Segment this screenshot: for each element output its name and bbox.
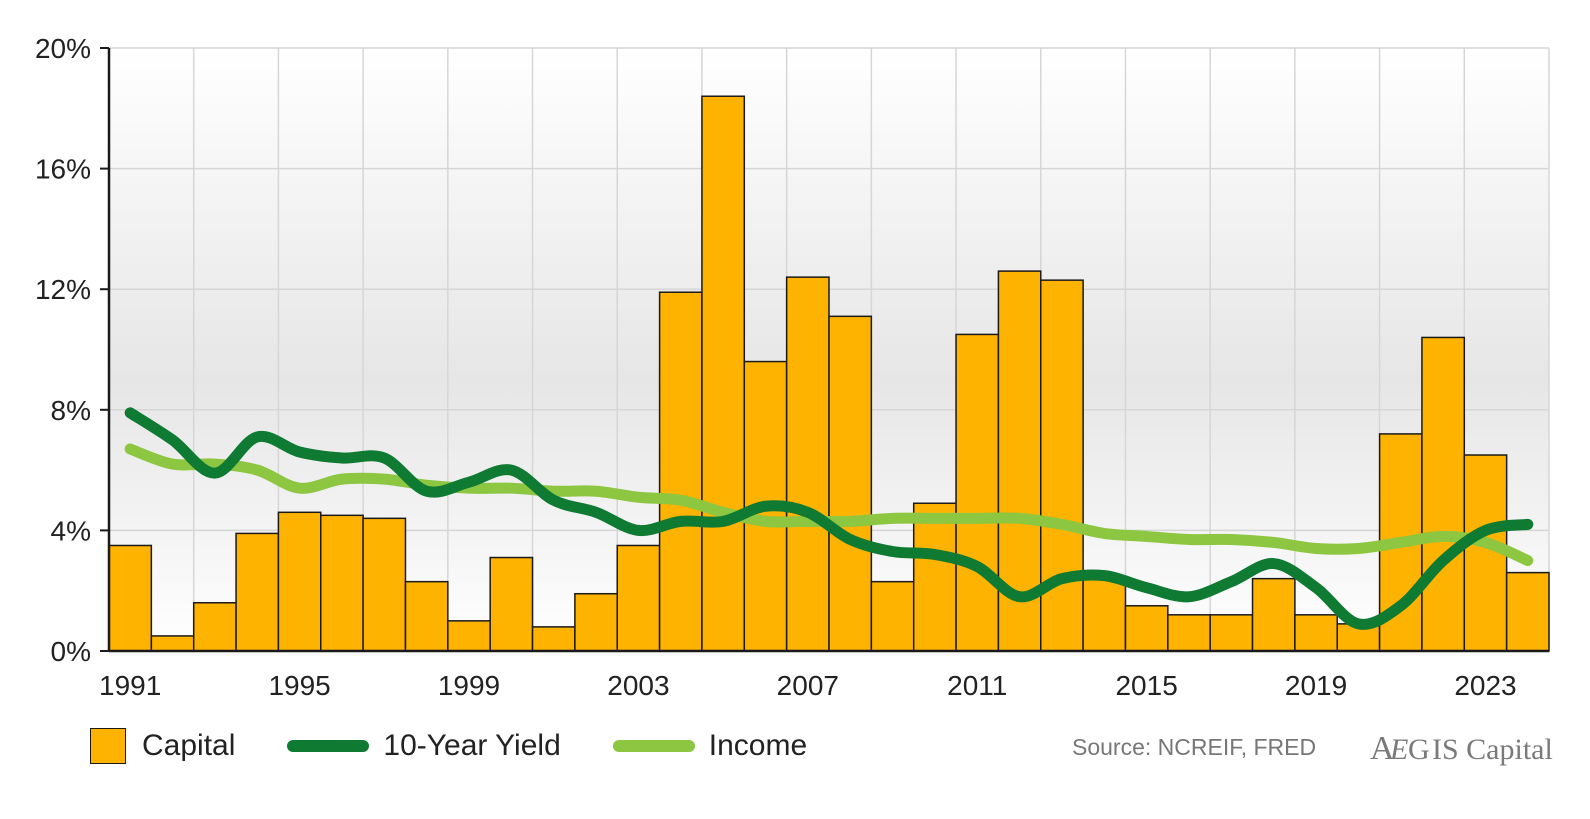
line-series: [124, 407, 1534, 630]
capital-bar-1994: [235, 532, 280, 652]
y-tick-label: 8%: [51, 395, 91, 426]
legend: Capital 10-Year Yield Income: [90, 718, 859, 774]
x-tick-label: 1995: [268, 670, 330, 701]
capital-bar-1997: [362, 517, 407, 652]
capital-bar-2013: [1040, 279, 1084, 652]
x-tick-label: 2003: [607, 670, 669, 701]
income-swatch: [612, 740, 695, 752]
capital-bar-2007: [785, 276, 830, 652]
capital-bar-2017: [1209, 614, 1254, 652]
capital-bar-2003: [616, 544, 661, 652]
capital-bar-2019: [1294, 614, 1338, 652]
capital-bar-2002: [574, 592, 618, 652]
x-tick-label: 1999: [438, 670, 500, 701]
legend-label-10-year-yield: 10-Year Yield: [383, 729, 561, 762]
capital-bar-2001: [531, 626, 576, 652]
capital-bar-2018: [1251, 577, 1296, 652]
10-year-yield-swatch: [287, 740, 370, 752]
y-tick-label: 12%: [35, 274, 91, 305]
legend-item-income: Income: [612, 729, 808, 763]
x-tick-label: 2019: [1285, 670, 1347, 701]
capital-bar-2024: [1505, 571, 1550, 652]
svg-text:A: A: [1370, 730, 1395, 767]
aegis-capital-logo: A E G IS Capital: [1370, 730, 1553, 767]
capital-bar-1999: [447, 620, 491, 652]
svg-text:E: E: [1389, 733, 1408, 766]
y-tick-labels: 0% 4% 8% 12% 16% 20%: [35, 33, 91, 667]
capital-bar-2008: [828, 315, 873, 652]
svg-text:IS Capital: IS Capital: [1432, 733, 1553, 766]
legend-item-capital: Capital: [90, 728, 235, 764]
y-tick-label: 20%: [35, 33, 91, 64]
capital-bar-1992: [150, 635, 195, 652]
x-tick-label: 2011: [947, 670, 1007, 701]
capital-bar-2015: [1124, 605, 1169, 652]
capital-bar-2016: [1167, 614, 1211, 652]
capital-bar-1995: [277, 511, 322, 652]
capital-bar-2010: [912, 502, 957, 652]
x-tick-label: 2023: [1454, 670, 1516, 701]
capital-bar-2004: [658, 291, 703, 652]
capital-bar-1993: [192, 602, 237, 652]
legend-item-10-year-yield: 10-Year Yield: [287, 729, 561, 763]
capital-bar-2022: [1421, 336, 1466, 652]
x-tick-label: 2007: [777, 670, 839, 701]
10-year-yield-line: [124, 407, 1534, 630]
capital-bar-2009: [870, 580, 915, 652]
capital-bar-1998: [404, 580, 449, 652]
chart: 0% 4% 8% 12% 16% 20% 1991 1995 1999 2003 2007 2011…: [35, 33, 1550, 701]
capital-bar-2014: [1082, 577, 1127, 652]
capital-bar-2011: [955, 333, 1000, 652]
y-tick-label: 4%: [51, 515, 91, 546]
x-tick-label: 2015: [1115, 670, 1177, 701]
capital-bar-1996: [320, 514, 364, 652]
source-note: Source: NCREIF, FRED: [1072, 734, 1317, 760]
x-tick-label: 1991: [99, 670, 161, 701]
svg-text:G: G: [1408, 733, 1430, 766]
legend-label-capital: Capital: [142, 729, 236, 762]
y-tick-label: 16%: [35, 154, 91, 185]
legend-label-income: Income: [708, 729, 808, 762]
capital-bar-1991: [108, 544, 153, 652]
x-tick-labels: 1991 1995 1999 2003 2007 2011 2015 2019 2023: [99, 670, 1517, 701]
capital-swatch: [90, 728, 126, 764]
capital-bar-2005: [701, 95, 746, 652]
capital-bar-2000: [489, 556, 534, 652]
y-tick-label: 0%: [51, 636, 91, 667]
axes: [100, 47, 1549, 653]
